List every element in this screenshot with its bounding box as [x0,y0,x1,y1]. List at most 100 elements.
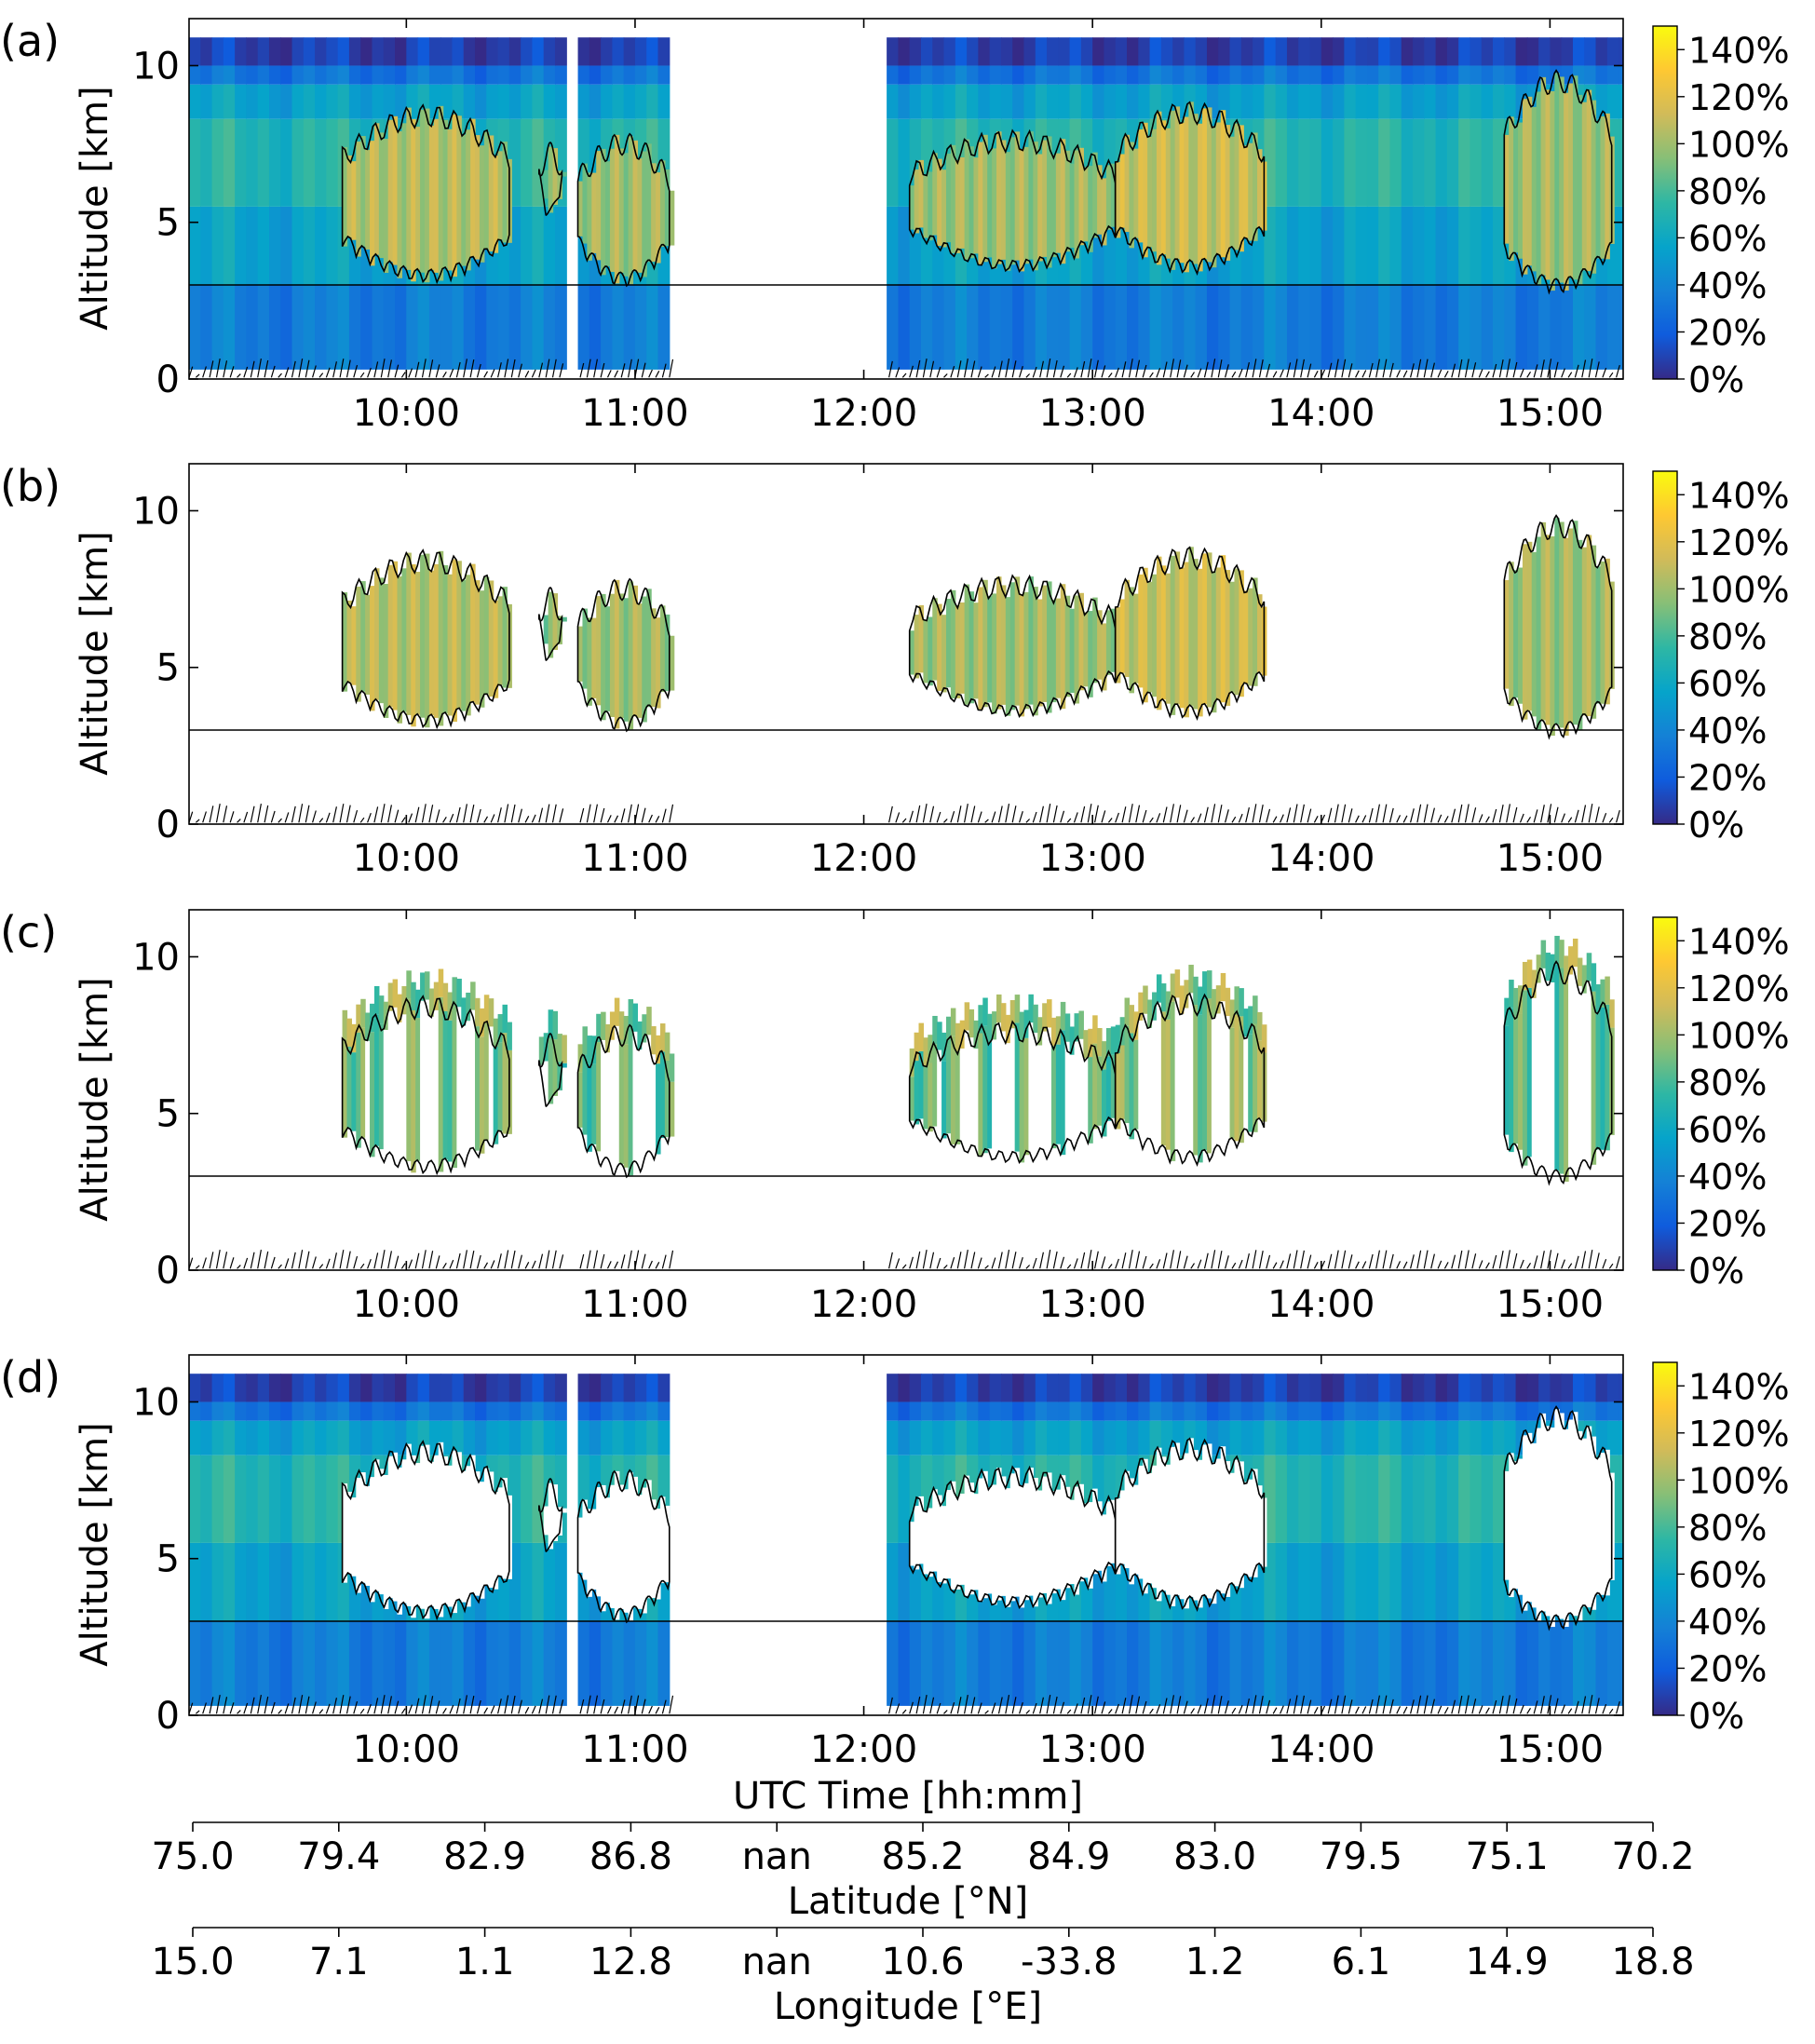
secondary-tick-label: 86.8 [589,1835,672,1878]
background-field-cell [1344,1542,1357,1622]
cloud-cell [587,172,592,261]
background-field-cell [1366,84,1379,119]
cloud-cell [502,1033,508,1134]
cloud-cell [370,586,375,711]
cloud-cell [1193,559,1199,710]
cloud-edge-cell [428,988,435,1017]
cloud-cell [1037,1490,1043,1598]
background-field-cell [589,1621,602,1706]
background-field-cell [554,1374,567,1402]
cloud-cell [1257,594,1263,673]
colorbar [1652,916,1678,1271]
background-field-cell [623,37,636,66]
x-tick-label: 10:00 [353,1283,460,1326]
background-field-cell [989,1420,1002,1455]
background-field-cell [200,65,213,85]
cloud-cell [1564,92,1569,291]
cloud-cell [632,1476,639,1608]
background-field-cell [577,1401,590,1421]
background-field-cell [1458,1374,1471,1402]
cloud-cell [1188,993,1194,1152]
cloud-cell [1257,1040,1263,1119]
cloud-edge-cell [1064,1013,1071,1042]
cloud-cell [493,1047,499,1144]
cloud-cell [1005,152,1011,271]
cloud-cell [1243,590,1249,684]
background-field-cell [898,1621,911,1706]
colorbar-tick-label: 100% [1688,124,1790,165]
background-field-cell [1435,84,1448,119]
background-field-cell [1481,65,1494,85]
background-field-cell [463,1401,476,1421]
background-field-cell [223,1455,236,1543]
background-field-cell [909,37,922,66]
cloud-cell [1540,521,1547,721]
cloud-cell [1138,1465,1144,1579]
background-field-cell [1092,285,1105,370]
cloud-cell [628,1472,634,1621]
background-field-cell [1584,65,1597,85]
cloud-cell [1165,1019,1172,1150]
background-field-cell [508,1374,521,1402]
cloud-edge-cell [587,1036,592,1064]
cloud-cell [656,1063,661,1155]
secondary-tick-label: -33.8 [1021,1941,1117,1983]
background-field-cell [1333,1374,1345,1402]
cloud-cell [1522,544,1528,720]
background-field-cell [646,285,659,370]
cloud-edge-cell [1609,999,1615,1028]
background-field-cell [1470,206,1483,286]
cloud-cell [370,1032,375,1157]
background-field-cell [1458,65,1471,85]
cloud-cell [483,131,490,250]
background-field-cell [1035,285,1048,370]
background-field-cell [1458,1401,1471,1421]
cloud-cell [1234,568,1239,696]
background-field-cell [1446,118,1459,207]
cloud-cell [1102,1069,1107,1137]
background-field-cell [1138,1621,1151,1706]
background-field-cell [1595,1374,1608,1402]
cloud-cell [557,170,562,199]
background-field-cell [268,1455,281,1543]
cloud-contour [576,132,670,288]
background-field-cell [497,285,510,370]
background-field-cell [1413,65,1425,85]
background-field-cell [372,1621,385,1706]
background-field-cell [291,1621,305,1706]
background-field-cell [543,1374,556,1402]
cloud-cell [342,592,348,692]
background-field-cell [360,1401,373,1421]
background-field-cell [235,1401,248,1421]
background-field-cell [634,65,647,85]
cloud-cell [1143,567,1148,703]
background-field-cell [211,206,224,286]
background-field-cell [612,285,625,370]
cloud-cell [1110,608,1117,672]
background-field-cell [337,1374,350,1402]
cloud-cell [996,131,1002,264]
background-field-cell [1470,84,1483,119]
background-field-cell [909,1420,922,1455]
background-field-cell [1240,1621,1253,1706]
cloud-cell [365,1040,371,1141]
cloud-cell [923,619,928,684]
cloud-cell [656,172,661,264]
background-field-cell [1366,1542,1379,1622]
background-field-cell [1127,1621,1139,1706]
cloud-cell [433,1455,440,1609]
background-field-cell [1115,84,1128,119]
background-field-cell [1584,285,1597,370]
background-field-cell [1619,1455,1623,1543]
secondary-axis-label: Longitude [°E] [774,1985,1042,2028]
colorbar-tick-label: 120% [1688,968,1790,1009]
cloud-cell [1518,1458,1524,1595]
background-field-cell [291,1542,305,1622]
cloud-cell [1188,1438,1194,1597]
background-field-cell [1619,285,1623,370]
background-field-cell [1309,84,1322,119]
background-field-cell [887,1420,900,1455]
background-field-cell [1333,285,1345,370]
background-field-cell [1184,1621,1197,1706]
background-field-cell [235,1621,248,1706]
